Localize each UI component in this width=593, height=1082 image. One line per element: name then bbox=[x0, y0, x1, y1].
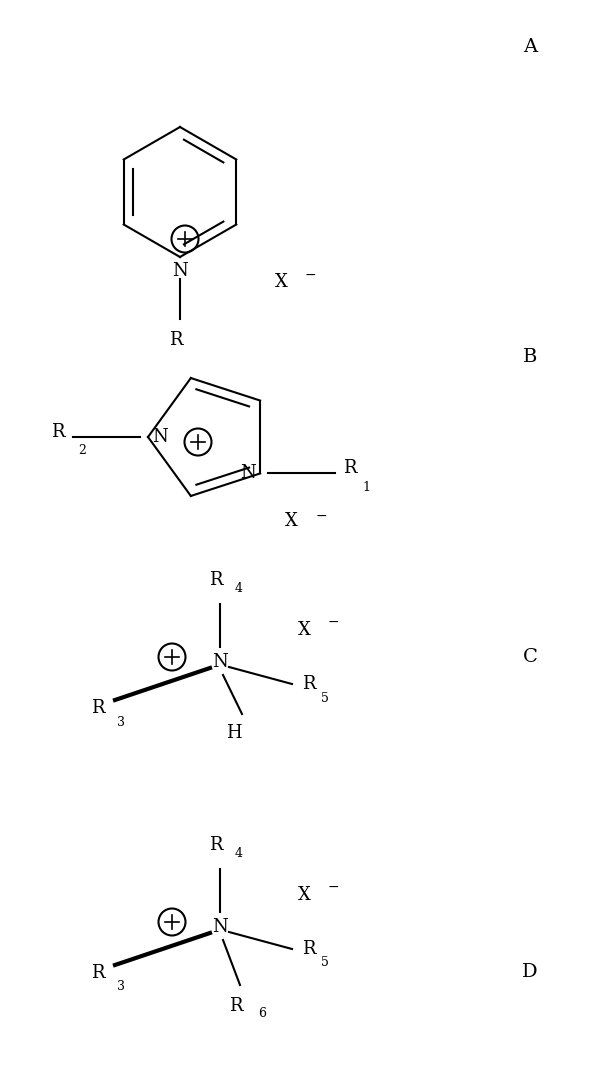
Text: D: D bbox=[522, 963, 538, 981]
Text: R: R bbox=[91, 699, 105, 717]
Text: R: R bbox=[91, 964, 105, 982]
Text: −: − bbox=[315, 509, 327, 523]
Text: N: N bbox=[172, 262, 188, 280]
Text: 1: 1 bbox=[362, 480, 370, 494]
Text: N: N bbox=[212, 918, 228, 936]
Text: R: R bbox=[343, 460, 356, 477]
Text: −: − bbox=[328, 880, 340, 894]
Text: H: H bbox=[226, 724, 242, 742]
Text: X: X bbox=[275, 273, 288, 291]
Text: R: R bbox=[229, 997, 243, 1015]
Text: 6: 6 bbox=[258, 1007, 266, 1020]
Text: R: R bbox=[302, 940, 315, 958]
Text: R: R bbox=[302, 675, 315, 692]
Text: X: X bbox=[285, 513, 298, 530]
Text: R: R bbox=[209, 571, 223, 589]
Text: 4: 4 bbox=[235, 582, 243, 595]
Text: R: R bbox=[52, 423, 65, 441]
Text: 5: 5 bbox=[321, 956, 329, 969]
Text: 5: 5 bbox=[321, 691, 329, 704]
Text: C: C bbox=[522, 648, 537, 667]
Text: −: − bbox=[305, 268, 317, 282]
Text: −: − bbox=[328, 615, 340, 629]
Text: 4: 4 bbox=[235, 847, 243, 860]
Text: N: N bbox=[152, 428, 168, 446]
Text: A: A bbox=[523, 38, 537, 56]
Text: B: B bbox=[523, 348, 537, 366]
Text: 2: 2 bbox=[78, 445, 86, 458]
Text: N: N bbox=[240, 464, 256, 483]
Text: X: X bbox=[298, 886, 311, 903]
Text: R: R bbox=[169, 331, 183, 349]
Text: 3: 3 bbox=[117, 980, 125, 993]
Text: 3: 3 bbox=[117, 715, 125, 728]
Text: R: R bbox=[209, 836, 223, 854]
Text: X: X bbox=[298, 621, 311, 639]
Text: N: N bbox=[212, 654, 228, 671]
